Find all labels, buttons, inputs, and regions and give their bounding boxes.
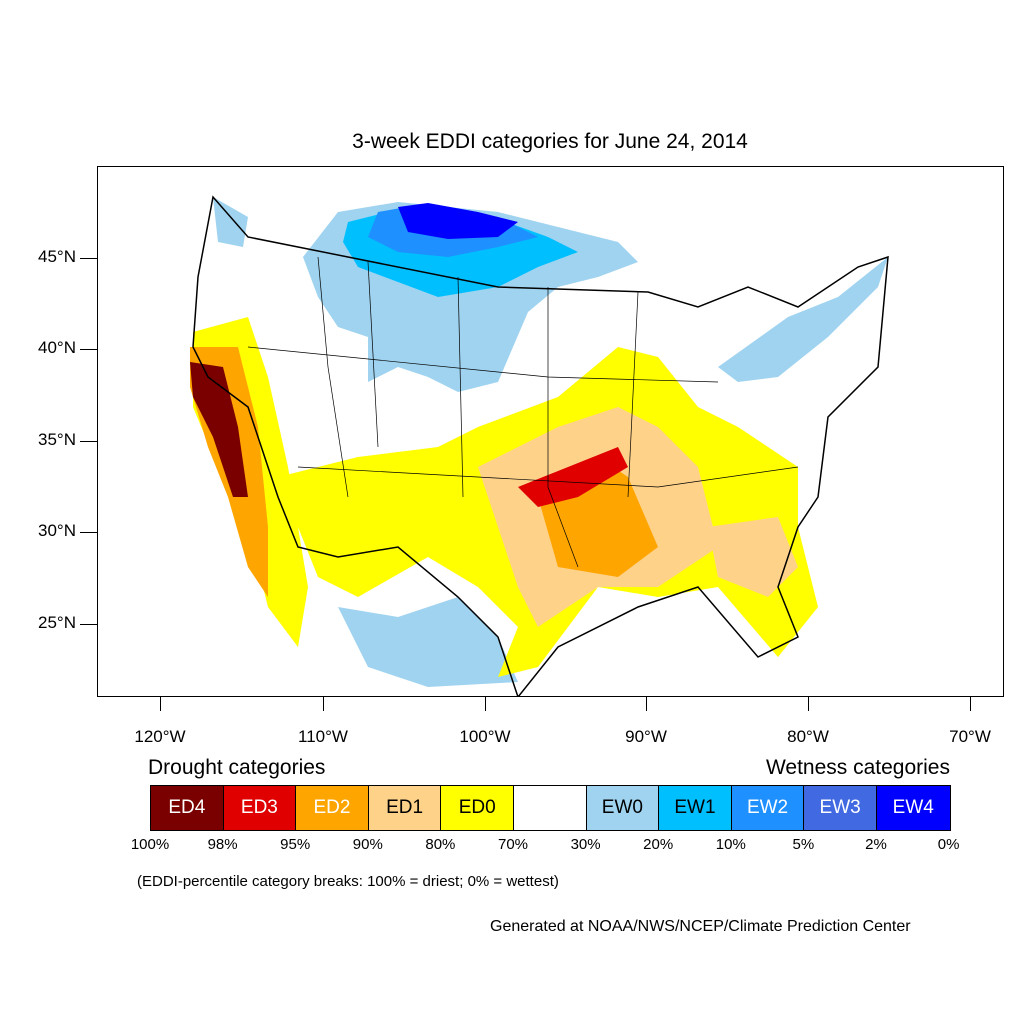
legend-box-ed2: ED2: [296, 786, 369, 830]
legend-box-ed4: ED4: [151, 786, 224, 830]
legend-break-label: 30%: [570, 836, 601, 853]
legend-box-ed1: ED1: [368, 786, 442, 830]
legend-box-ed0: ED0: [441, 786, 514, 830]
legend-drought-title: Drought categories: [148, 756, 326, 779]
us-outline: [192, 195, 889, 696]
legend-note: (EDDI-percentile category breaks: 100% =…: [137, 873, 559, 890]
lat-tick-mark: [80, 349, 97, 350]
lon-tick-mark: [808, 697, 809, 711]
lon-tick-mark: [485, 697, 486, 711]
lat-tick-mark: [80, 258, 97, 259]
legend-box-ew1: EW1: [659, 786, 732, 830]
legend-break-label: 90%: [352, 836, 383, 853]
lon-tick-mark: [970, 697, 971, 711]
legend-wetness-title: Wetness categories: [765, 756, 950, 779]
lon-tick-mark: [323, 697, 324, 711]
legend-break-label: 5%: [792, 836, 815, 853]
drought-region-ed3: [518, 447, 628, 507]
legend-box-neutral: [513, 786, 587, 830]
conus-map: [190, 195, 889, 696]
wet-region-extreme: [398, 203, 518, 239]
lat-tick-mark: [80, 624, 97, 625]
lon-tick-mark: [160, 697, 161, 711]
legend-break-label: 100%: [130, 836, 170, 853]
legend-break-label: 2%: [865, 836, 887, 853]
drought-region-california-ed4: [190, 362, 248, 497]
legend-break-label: 70%: [497, 836, 529, 853]
legend-box-ew0: EW0: [586, 786, 660, 830]
lon-label-70: 70°W: [949, 727, 991, 746]
drought-region-southeast: [708, 517, 798, 597]
legend-break-label: 80%: [425, 836, 456, 853]
legend-break-label: 98%: [207, 836, 238, 853]
legend-color-bar: ED4 ED3 ED2 ED1 ED0 EW0 EW1 EW2 EW3 EW4: [150, 785, 951, 831]
legend-break-label: 0%: [937, 836, 960, 853]
legend-box-ew3: EW3: [804, 786, 877, 830]
lon-tick-mark: [646, 697, 647, 711]
wet-region-pacific-nw: [213, 197, 248, 247]
legend-break-label: 20%: [643, 836, 674, 853]
wet-region-southwest: [338, 597, 518, 687]
legend-box-ew2: EW2: [731, 786, 805, 830]
lat-label-45: 45°N: [38, 247, 76, 266]
lon-label-90: 90°W: [625, 727, 667, 746]
lat-label-30: 30°N: [38, 521, 76, 540]
credit-line: Generated at NOAA/NWS/NCEP/Climate Predi…: [490, 918, 911, 935]
legend-break-label: 10%: [715, 836, 746, 853]
legend-box-ed3: ED3: [223, 786, 297, 830]
legend-box-ew4: EW4: [876, 786, 950, 830]
lat-label-40: 40°N: [38, 338, 76, 357]
lon-label-120: 120°W: [134, 727, 186, 746]
wet-region-great-lakes: [718, 257, 888, 382]
lat-label-25: 25°N: [38, 613, 76, 632]
map-plot-area: [97, 166, 1004, 697]
lat-label-35: 35°N: [38, 430, 76, 449]
lon-label-100: 100°W: [459, 727, 511, 746]
lon-label-110: 110°W: [298, 727, 348, 746]
map-title: 3-week EDDI categories for June 24, 2014: [352, 130, 748, 153]
state-boundaries: [247, 256, 799, 568]
lat-tick-mark: [80, 441, 97, 442]
legend-break-label: 95%: [280, 836, 311, 853]
lon-label-80: 80°W: [787, 727, 829, 746]
lat-tick-mark: [80, 532, 97, 533]
